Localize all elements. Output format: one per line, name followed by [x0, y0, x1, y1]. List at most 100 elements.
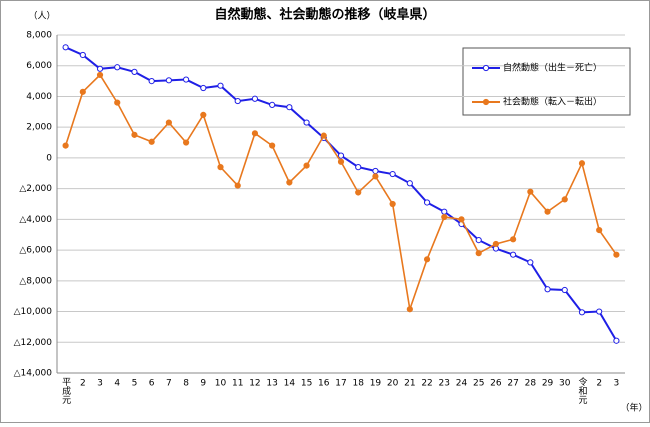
data-point — [200, 111, 207, 118]
x-tick-label: 30 — [559, 379, 571, 389]
x-tick-label: 26 — [490, 379, 502, 389]
x-tick-label: 19 — [370, 379, 382, 389]
x-tick-label: 6 — [149, 379, 155, 389]
data-point — [613, 337, 620, 344]
x-tick-label: 11 — [232, 379, 243, 389]
x-tick-label: 21 — [404, 379, 415, 389]
data-point — [200, 84, 207, 92]
data-point — [269, 101, 276, 109]
data-point — [96, 65, 104, 72]
x-tick-label: 29 — [542, 379, 554, 389]
y-tick-label: △10,000 — [14, 307, 53, 317]
data-point — [62, 44, 69, 51]
x-tick-label: 2 — [80, 379, 86, 389]
x-tick-label: 13 — [266, 379, 277, 389]
x-tick-label: 3 — [614, 379, 620, 389]
y-tick-label: △4,000 — [19, 215, 52, 225]
x-tick-label: 2 — [596, 379, 602, 389]
data-point — [269, 142, 276, 149]
data-point — [234, 182, 241, 189]
y-tick-label: 4,000 — [26, 92, 52, 102]
data-point — [251, 95, 259, 102]
data-point — [62, 142, 69, 149]
x-tick-label: 平成元 — [60, 377, 71, 405]
data-point — [337, 158, 345, 165]
data-point — [492, 240, 500, 248]
x-tick-label: 27 — [507, 379, 518, 389]
y-tick-label: △12,000 — [14, 338, 53, 348]
data-point — [423, 256, 431, 263]
y-tick-label: 6,000 — [26, 61, 52, 71]
data-point — [217, 82, 224, 89]
data-point — [337, 152, 345, 159]
data-point — [79, 51, 86, 59]
data-point — [148, 138, 155, 145]
data-point — [355, 164, 362, 171]
data-point — [372, 167, 379, 175]
x-tick-label: 12 — [249, 379, 260, 389]
data-point — [320, 132, 327, 139]
data-point — [458, 216, 465, 223]
chart-title: 自然動態、社会動態の推移（岐阜県） — [214, 7, 435, 23]
data-point — [251, 130, 259, 137]
y-tick-label: △8,000 — [19, 276, 52, 286]
data-point — [131, 131, 138, 138]
x-tick-label: 10 — [215, 379, 227, 389]
data-point — [475, 250, 482, 257]
data-point — [79, 88, 86, 95]
data-point — [355, 189, 362, 196]
data-point — [406, 306, 413, 313]
x-tick-label: 20 — [387, 379, 399, 389]
x-tick-label: 3 — [97, 379, 103, 389]
data-point — [510, 236, 517, 243]
data-point — [544, 286, 551, 293]
y-tick-label: △2,000 — [19, 184, 52, 194]
x-tick-label: 24 — [456, 379, 468, 389]
x-unit: （年） — [620, 402, 647, 414]
data-point — [510, 251, 517, 258]
data-point — [596, 227, 603, 234]
data-point — [286, 104, 293, 111]
data-point — [114, 99, 121, 106]
x-tick-label: 18 — [352, 379, 364, 389]
data-point — [441, 213, 448, 221]
data-point — [131, 68, 138, 75]
legend-marker — [482, 64, 490, 72]
legend-box — [462, 47, 631, 116]
x-tick-label: 9 — [200, 379, 206, 389]
y-tick-label: 2,000 — [26, 123, 52, 133]
data-point — [561, 286, 568, 294]
data-point — [544, 208, 551, 215]
x-tick-label: 17 — [335, 379, 346, 389]
x-tick-label: 令和元 — [576, 376, 587, 405]
data-point — [303, 119, 310, 126]
y-tick-label: 0 — [46, 153, 52, 163]
data-point — [114, 64, 121, 71]
data-point — [406, 180, 413, 187]
y-unit: （人） — [28, 11, 55, 22]
data-point — [234, 97, 241, 105]
x-tick-label: 14 — [284, 379, 296, 389]
data-point — [613, 251, 620, 258]
data-point — [423, 199, 431, 206]
x-tick-label: 4 — [114, 379, 120, 389]
data-point — [182, 139, 190, 146]
data-point — [527, 188, 534, 195]
data-point — [165, 77, 172, 84]
data-point — [389, 200, 396, 208]
data-point — [561, 196, 568, 203]
legend-marker — [482, 98, 490, 106]
legend-label: 自然動態（出生－死亡） — [503, 62, 602, 74]
data-point — [148, 77, 155, 85]
x-tick-label: 8 — [183, 379, 189, 389]
x-tick-label: 7 — [166, 379, 172, 389]
x-tick-label: 15 — [301, 379, 312, 389]
x-tick-label: 25 — [473, 379, 484, 389]
data-point — [217, 164, 224, 171]
data-point — [96, 71, 104, 79]
data-point — [441, 208, 448, 215]
data-point — [303, 162, 310, 169]
y-tick-label: 8,000 — [26, 31, 52, 41]
data-point — [578, 160, 586, 167]
